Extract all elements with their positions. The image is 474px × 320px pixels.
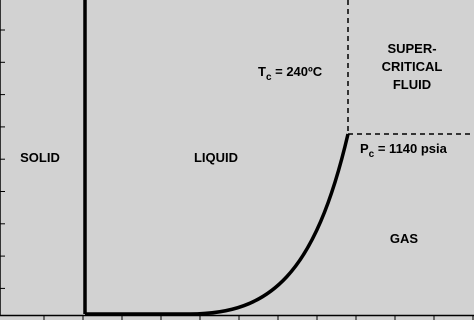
region-label: LIQUID bbox=[194, 150, 238, 165]
symbol: P bbox=[360, 141, 369, 156]
liquid-gas-boundary bbox=[85, 133, 350, 316]
region-label: GAS bbox=[390, 231, 419, 246]
region-label: CRITICAL bbox=[382, 59, 443, 74]
text: = 240ºC bbox=[272, 64, 323, 79]
region-label: SOLID bbox=[20, 150, 60, 165]
text: = 1140 psia bbox=[374, 141, 447, 156]
region-label: SUPER- bbox=[387, 41, 436, 56]
critical-pressure-label: Pc = 1140 psia bbox=[360, 141, 448, 160]
critical-temperature-label: Tc = 240ºC bbox=[258, 64, 323, 83]
subscript: c bbox=[369, 149, 375, 160]
axis-ticks bbox=[0, 29, 474, 320]
region-label: FLUID bbox=[393, 77, 431, 92]
subscript: c bbox=[266, 72, 272, 83]
symbol: T bbox=[258, 64, 266, 79]
